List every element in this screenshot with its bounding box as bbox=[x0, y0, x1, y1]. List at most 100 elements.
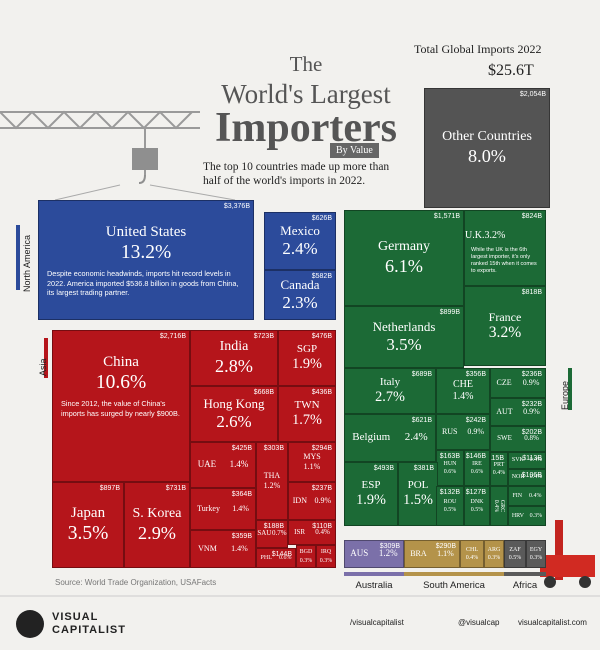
tile[interactable]: BGD 0.3% bbox=[296, 545, 316, 568]
country-name: ARG bbox=[487, 546, 501, 553]
subtitle: The top 10 countries made up more than h… bbox=[203, 161, 390, 188]
tile-body: China 10.6% Since 2012, the value of China… bbox=[53, 331, 189, 481]
tile-body: AUS 1.2% bbox=[345, 541, 403, 567]
tile-body: Japan 3.5% bbox=[53, 483, 123, 567]
country-name: EGY bbox=[529, 546, 543, 553]
tile[interactable]: $3,376B United States 13.2% Despite economi… bbox=[38, 200, 254, 320]
tile[interactable]: FIN 0.4% bbox=[508, 486, 546, 506]
country-name: Mexico bbox=[280, 223, 320, 239]
tile[interactable]: ZAF 0.5% bbox=[504, 540, 526, 568]
tile[interactable]: $723B India 2.8% bbox=[190, 330, 278, 386]
tile[interactable]: $381B POL 1.5% bbox=[398, 462, 438, 526]
tile[interactable]: $294B MYS 1.1% bbox=[288, 442, 336, 482]
tile[interactable]: $242B RUS 0.9% bbox=[436, 414, 490, 450]
tile[interactable]: $232B AUT 0.9% bbox=[490, 398, 546, 426]
tile[interactable]: $626B Mexico 2.4% bbox=[264, 212, 336, 270]
region-bar bbox=[16, 225, 20, 290]
amount-label: $582B bbox=[311, 273, 332, 280]
total-value: $25.6T bbox=[488, 62, 534, 79]
share-label: 13.2% bbox=[120, 241, 172, 263]
amount-label: $476B bbox=[311, 333, 332, 340]
tile[interactable]: $106B NOR 0.4% bbox=[508, 469, 546, 486]
tile-body: IRQ 0.3% bbox=[317, 546, 335, 567]
amount-label: $237B bbox=[311, 485, 332, 492]
region-bar bbox=[504, 572, 546, 576]
tile[interactable]: $897B Japan 3.5% bbox=[52, 482, 124, 568]
tile[interactable]: $436B TWN 1.7% bbox=[278, 386, 336, 442]
tile[interactable]: CHL 0.4% bbox=[460, 540, 484, 568]
share-label: 1.4% bbox=[231, 543, 248, 553]
share-label: 0.9% bbox=[522, 377, 540, 387]
logo: VISUAL bbox=[52, 611, 99, 623]
tile[interactable]: $303B THA 1.2% bbox=[256, 442, 288, 520]
share-label: 0.4% bbox=[315, 527, 330, 536]
amount-label: $3,376B bbox=[223, 203, 250, 210]
tile[interactable]: $309B AUS 1.2% bbox=[344, 540, 404, 568]
tile[interactable]: $356B CHE 1.4% bbox=[436, 368, 490, 414]
country-name: CHL bbox=[466, 546, 478, 553]
social[interactable]: visualcapitalist.com bbox=[518, 618, 587, 627]
tile[interactable]: $144B PHL 0.6% bbox=[256, 548, 296, 568]
tile[interactable]: IRQ 0.3% bbox=[316, 545, 336, 568]
tile[interactable]: $476B SGP 1.9% bbox=[278, 330, 336, 386]
tile-body: RUS 0.9% bbox=[437, 415, 489, 449]
tile[interactable]: $132B ROU 0.5% bbox=[436, 486, 464, 526]
tile[interactable]: $899B Netherlands 3.5% bbox=[344, 306, 464, 368]
tile[interactable]: $290B BRA 1.1% bbox=[404, 540, 460, 568]
tile[interactable]: $689B Italy 2.7% bbox=[344, 368, 436, 414]
logo: CAPITALIST bbox=[52, 624, 126, 636]
amount-label: $144B bbox=[271, 551, 292, 558]
source: Source: World Trade Organization, USAFac… bbox=[55, 578, 217, 587]
tile[interactable]: $163B HUN 0.6% bbox=[436, 450, 464, 486]
tile[interactable]: $824B U.K. 3.2% While the UK is the 6th lar… bbox=[464, 210, 546, 286]
tile[interactable]: $236B CZE 0.9% bbox=[490, 368, 546, 398]
tile-body: ZAF 0.5% bbox=[505, 541, 525, 567]
share-label: 0.9% bbox=[467, 426, 485, 436]
amount-label: $236B bbox=[521, 371, 542, 378]
amount-label: $146B bbox=[465, 453, 486, 460]
tile[interactable]: $237B IDN 0.9% bbox=[288, 482, 336, 520]
share-label: 0.4% bbox=[529, 492, 542, 499]
tile[interactable]: $425B UAE 1.4% bbox=[190, 442, 256, 488]
tile[interactable]: $115BPRT 0.4% bbox=[490, 452, 508, 486]
tile[interactable]: $146B IRE 0.6% bbox=[464, 450, 490, 486]
tile[interactable]: HRV 0.3% bbox=[508, 506, 546, 526]
country-name: China bbox=[103, 354, 139, 370]
amount-label: $824B bbox=[521, 213, 542, 220]
tile[interactable]: $110B ISR 0.4% bbox=[288, 520, 336, 545]
social[interactable]: @visualcap bbox=[458, 618, 500, 627]
tile[interactable]: GRC 0.4% bbox=[490, 486, 508, 526]
share-label: 2.6% bbox=[216, 411, 252, 431]
tile-body: U.K. 3.2% While the UK is the 6th largest … bbox=[465, 211, 545, 285]
tile[interactable]: $731B S. Korea 2.9% bbox=[124, 482, 190, 568]
share-label: 0.3% bbox=[529, 512, 543, 519]
country-name: SWE bbox=[497, 434, 512, 443]
tile-body: THA 1.2% bbox=[257, 443, 287, 519]
tile[interactable]: $113B SVK 0.4% bbox=[508, 452, 546, 469]
tile[interactable]: $359B VNM 1.4% bbox=[190, 530, 256, 568]
region-bar bbox=[404, 572, 504, 576]
share-label: 1.1% bbox=[303, 462, 321, 471]
tile[interactable]: $2,716B China 10.6% Since 2012, the value o… bbox=[52, 330, 190, 482]
tile[interactable]: EGY 0.3% bbox=[526, 540, 546, 568]
tile-body: FIN 0.4% bbox=[509, 487, 545, 505]
tile[interactable]: $1,571B Germany 6.1% bbox=[344, 210, 464, 306]
tile[interactable]: $202B SWE 0.8% bbox=[490, 426, 546, 452]
share-label: 1.9% bbox=[292, 356, 322, 373]
amount-label: $425B bbox=[231, 445, 252, 452]
tile[interactable]: $582B Canada 2.3% bbox=[264, 270, 336, 320]
tile[interactable]: ARG 0.3% bbox=[484, 540, 504, 568]
tile[interactable]: $668B Hong Kong 2.6% bbox=[190, 386, 278, 442]
tile[interactable]: $127B DNK 0.5% bbox=[464, 486, 490, 526]
tile[interactable]: $364B Turkey 1.4% bbox=[190, 488, 256, 530]
tile[interactable]: $493B ESP 1.9% bbox=[344, 462, 398, 526]
title-line: World's Largest bbox=[221, 79, 391, 109]
tile[interactable]: $621B Belgium 2.4% bbox=[344, 414, 436, 462]
tile[interactable]: $188B SAU 0.7% bbox=[256, 520, 288, 548]
tile[interactable]: $2,054B Other Countries 8.0% bbox=[424, 88, 550, 208]
share-label: 3.2% bbox=[484, 230, 506, 241]
tile[interactable]: $818B France 3.2% bbox=[464, 286, 546, 366]
share-label: 1.4% bbox=[229, 459, 249, 470]
social[interactable]: /visualcapitalist bbox=[350, 618, 404, 627]
